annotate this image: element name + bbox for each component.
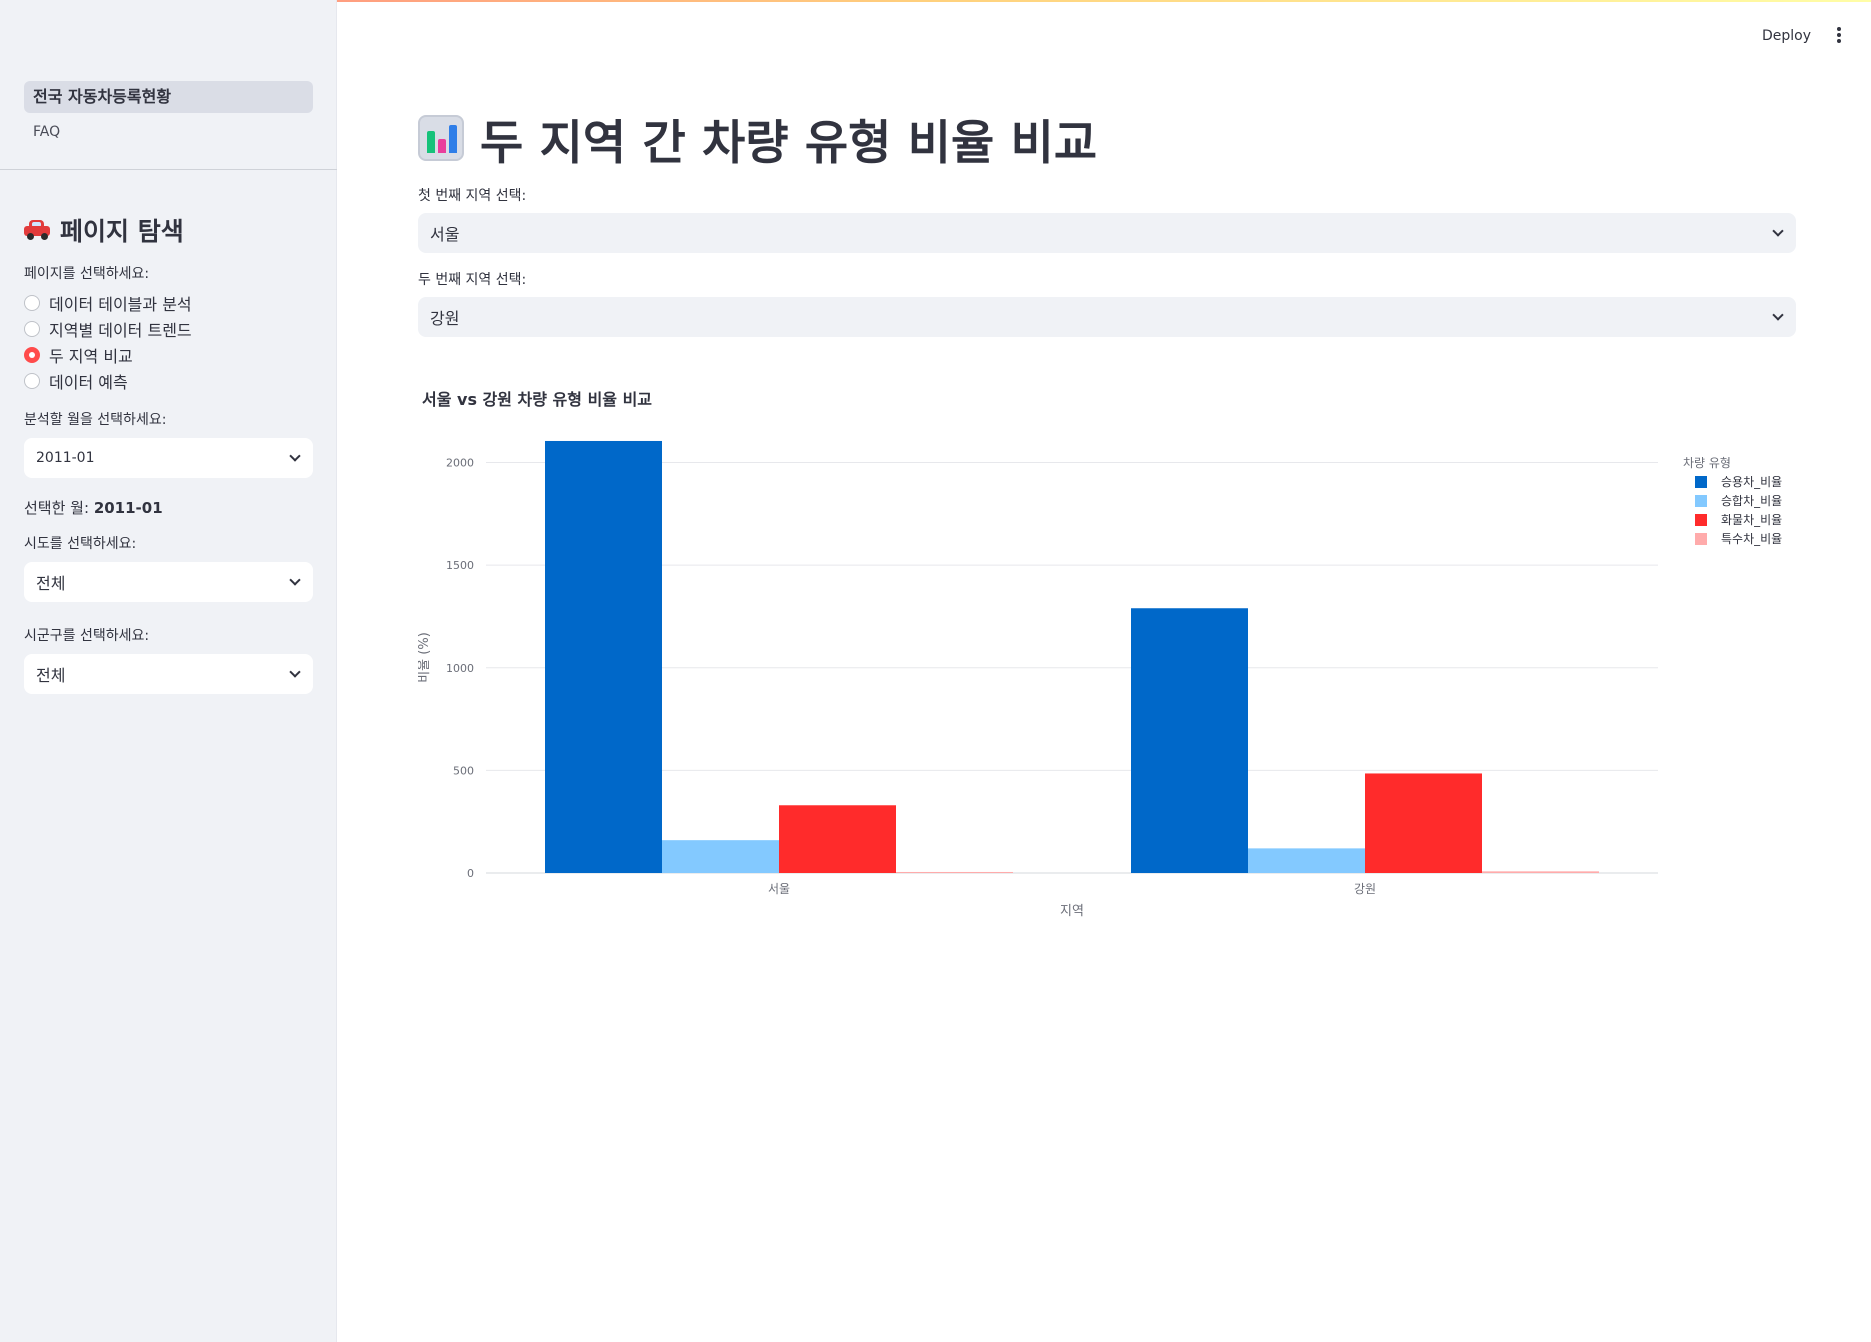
sidebar: 전국 자동차등록현황 FAQ 페이지 탐색 페이지를 선택하세요: 데이터 테이… [0, 0, 337, 1342]
legend-entry: 승합차_비율 [1721, 494, 1782, 508]
legend-entry: 특수차_비율 [1721, 532, 1782, 546]
second-region-value: 강원 [430, 309, 460, 328]
page-select-label: 페이지를 선택하세요: [24, 266, 150, 282]
sidebar-header-text: 페이지 탐색 [60, 217, 184, 246]
kebab-menu-icon[interactable] [1836, 27, 1842, 45]
car-icon [24, 219, 50, 241]
sido-select-label: 시도를 선택하세요: [24, 536, 137, 552]
selected-month-value: 2011-01 [93, 499, 163, 517]
legend-swatch [1695, 476, 1707, 488]
chevron-down-icon [1772, 309, 1784, 321]
legend-swatch [1695, 514, 1707, 526]
y-axis-title: 비율 (%) [418, 632, 432, 683]
sido-select[interactable]: 전체 [24, 562, 313, 602]
radio-button-checked[interactable] [24, 347, 40, 363]
second-region-label: 두 번째 지역 선택: [418, 272, 527, 288]
radio-button[interactable] [24, 295, 40, 311]
y-tick-label: 1000 [446, 662, 474, 675]
legend-entry: 화물차_비율 [1721, 513, 1782, 527]
y-tick-label: 0 [467, 867, 474, 880]
x-tick-label: 강원 [1354, 882, 1376, 896]
radio-region-trend[interactable]: 지역별 데이터 트렌드 [24, 316, 313, 342]
bar [1131, 608, 1248, 873]
month-select-label: 분석할 월을 선택하세요: [24, 412, 167, 428]
sidebar-divider [0, 169, 337, 170]
x-tick-label: 서울 [768, 882, 790, 896]
top-decoration-stripe [0, 0, 1871, 2]
radio-data-forecast[interactable]: 데이터 예측 [24, 368, 313, 394]
y-tick-label: 1500 [446, 559, 474, 572]
bar [1482, 871, 1599, 873]
nav-item-faq[interactable]: FAQ [33, 124, 61, 140]
chevron-down-icon [289, 666, 301, 678]
x-axis-title: 지역 [1060, 904, 1084, 919]
month-select[interactable]: 2011-01 [24, 438, 313, 478]
bar [779, 805, 896, 873]
first-region-select[interactable]: 서울 [418, 213, 1796, 253]
legend-title: 차량 유형 [1683, 456, 1731, 470]
legend-swatch [1695, 495, 1707, 507]
sigungu-select[interactable]: 전체 [24, 654, 313, 694]
radio-label: 두 지역 비교 [49, 347, 133, 366]
radio-button[interactable] [24, 321, 40, 337]
month-select-value: 2011-01 [36, 450, 95, 466]
radio-two-region-compare[interactable]: 두 지역 비교 [24, 342, 313, 368]
nav-item-vehicle-registration[interactable]: 전국 자동차등록현황 [24, 81, 313, 113]
selected-month-text: 선택한 월: 2011-01 [24, 496, 313, 520]
page-title: 두 지역 간 차량 유형 비율 비교 [418, 108, 1097, 171]
radio-label: 데이터 예측 [49, 373, 128, 392]
chevron-down-icon [289, 450, 301, 462]
bar [1248, 848, 1365, 873]
bar [662, 840, 779, 873]
second-region-select[interactable]: 강원 [418, 297, 1796, 337]
radio-button[interactable] [24, 373, 40, 389]
sidebar-content: 페이지 탐색 페이지를 선택하세요: 데이터 테이블과 분석 지역별 데이터 트… [24, 210, 313, 694]
deploy-button[interactable]: Deploy [1762, 28, 1812, 44]
bar [896, 871, 1013, 873]
y-tick-label: 2000 [446, 457, 474, 470]
first-region-value: 서울 [430, 225, 460, 244]
chevron-down-icon [1772, 225, 1784, 237]
radio-label: 데이터 테이블과 분석 [49, 295, 192, 314]
page-radio-group: 데이터 테이블과 분석 지역별 데이터 트렌드 두 지역 비교 데이터 예측 [24, 290, 313, 394]
radio-label: 지역별 데이터 트렌드 [49, 321, 192, 340]
legend-swatch [1695, 533, 1707, 545]
page-title-text: 두 지역 간 차량 유형 비율 비교 [480, 115, 1098, 171]
chevron-down-icon [289, 574, 301, 586]
first-region-label: 첫 번째 지역 선택: [418, 188, 527, 204]
chart-title: 서울 vs 강원 차량 유형 비율 비교 [422, 390, 653, 409]
selected-month-prefix: 선택한 월: [24, 499, 90, 517]
bar [545, 440, 662, 873]
sigungu-select-value: 전체 [36, 666, 66, 685]
radio-data-table[interactable]: 데이터 테이블과 분석 [24, 290, 313, 316]
sido-select-value: 전체 [36, 574, 66, 593]
bar [1365, 773, 1482, 873]
legend-entry: 승용차_비율 [1721, 475, 1782, 489]
y-tick-label: 500 [453, 764, 474, 777]
bar-chart-icon [418, 115, 464, 161]
sidebar-header: 페이지 탐색 [24, 210, 313, 250]
sidebar-nav: 전국 자동차등록현황 FAQ [24, 81, 313, 146]
sigungu-select-label: 시군구를 선택하세요: [24, 628, 150, 644]
